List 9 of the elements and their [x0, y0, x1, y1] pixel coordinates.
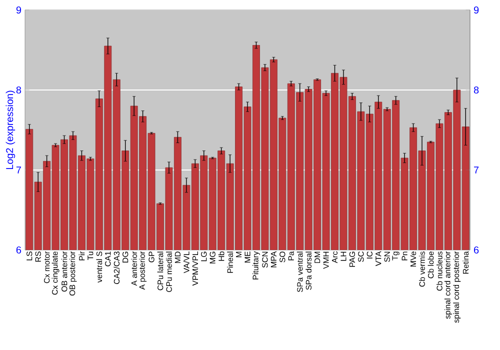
y-axis-title: Log2 (expression): [6, 90, 16, 170]
y2-tick-label: 9: [474, 6, 479, 14]
y-tick-label: 6: [16, 246, 22, 254]
y-tick-label: 7: [16, 166, 21, 174]
y-tick-label: 9: [16, 6, 22, 14]
y2-tick-label: 8: [474, 86, 479, 94]
y2-tick-label: 6: [474, 246, 479, 254]
y-tick-label: 8: [16, 86, 22, 94]
y2-tick-label: 7: [474, 166, 479, 174]
